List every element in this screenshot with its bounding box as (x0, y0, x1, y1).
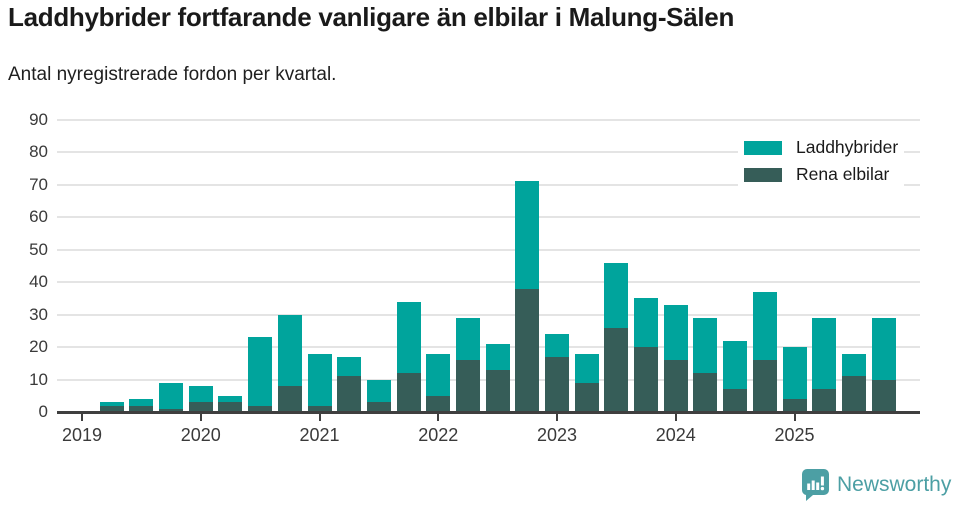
bar-segment-rena-elbilar (129, 405, 154, 412)
bar-segment-rena-elbilar (307, 405, 332, 412)
x-axis-label-2021: 2021 (299, 425, 340, 445)
x-axis-tick-2022 (437, 413, 440, 421)
bar-segment-rena-elbilar (693, 373, 718, 412)
bar-segment-rena-elbilar (455, 360, 480, 412)
bar-segment-rena-elbilar (871, 379, 896, 412)
bar-segment-rena-elbilar (426, 395, 451, 412)
bar-segment-laddhybrider (693, 317, 718, 373)
x-axis-label-2019: 2019 (61, 425, 103, 445)
bar-segment-laddhybrider (337, 356, 362, 377)
bar-segment-laddhybrider (752, 291, 777, 360)
legend-item-laddhybrider: Laddhybrider (744, 134, 898, 161)
bar-segment-rena-elbilar (752, 360, 777, 412)
x-axis-tick-2025 (793, 413, 796, 421)
bar-segment-laddhybrider (604, 262, 629, 328)
y-axis-label-20: 20 (29, 337, 48, 356)
y-axis-label-70: 70 (29, 174, 48, 194)
bar-segment-rena-elbilar (634, 347, 659, 412)
bar-segment-rena-elbilar (188, 402, 213, 412)
chart-legend: Laddhybrider Rena elbilar (738, 132, 905, 192)
bar-segment-laddhybrider (782, 347, 807, 399)
y-axis-label-80: 80 (29, 142, 48, 161)
bar-chart-speech-bubble-icon (802, 469, 829, 501)
x-axis-label-2024: 2024 (655, 425, 696, 445)
bar-segment-rena-elbilar (515, 288, 540, 412)
x-axis-label-2022: 2022 (418, 425, 459, 445)
bar-segment-laddhybrider (159, 382, 184, 409)
newsworthy-logo[interactable]: Newsworthy (802, 467, 951, 503)
bar-segment-rena-elbilar (337, 376, 362, 412)
y-axis-label-50: 50 (29, 239, 48, 259)
bar-segment-laddhybrider (545, 334, 569, 357)
bar-segment-laddhybrider (812, 317, 837, 390)
legend-label-rena-elbilar: Rena elbilar (796, 164, 890, 184)
y-axis-label-60: 60 (29, 207, 48, 226)
bar-segment-rena-elbilar (396, 373, 421, 412)
bar-segment-laddhybrider (871, 317, 896, 380)
bar-segment-laddhybrider (455, 317, 480, 360)
x-axis-tick-2019 (81, 413, 83, 421)
bar-segment-rena-elbilar (723, 389, 748, 412)
bar-segment-rena-elbilar (782, 399, 807, 412)
bar-segment-laddhybrider (841, 353, 866, 377)
y-axis-label-90: 90 (29, 109, 48, 129)
x-axis-tick-2020 (199, 413, 202, 421)
newsworthy-wordmark: Newsworthy (837, 473, 952, 496)
bar-segment-laddhybrider (485, 343, 510, 370)
x-axis-tick-2024 (674, 413, 677, 421)
bar-segment-laddhybrider (366, 379, 391, 403)
legend-swatch-laddhybrider (744, 140, 782, 155)
bar-segment-laddhybrider (515, 181, 540, 289)
bar-segment-rena-elbilar (277, 386, 302, 412)
bar-segment-laddhybrider (663, 304, 688, 360)
bar-segment-rena-elbilar (248, 405, 273, 412)
bar-segment-laddhybrider (99, 402, 124, 406)
bar-segment-laddhybrider (129, 399, 154, 406)
bar-segment-laddhybrider (574, 353, 599, 383)
y-axis-label-0: 0 (38, 402, 48, 421)
legend-label-laddhybrider: Laddhybrider (796, 137, 899, 157)
bar-segment-rena-elbilar (545, 356, 569, 412)
bar-segment-laddhybrider (307, 353, 332, 406)
gridline-y-60 (57, 216, 920, 218)
legend-swatch-rena-elbilar (744, 167, 782, 182)
x-axis-line (57, 410, 920, 414)
bar-segment-laddhybrider (723, 340, 748, 390)
bar-segment-rena-elbilar (366, 402, 391, 412)
gridline-y-50 (57, 248, 920, 251)
y-axis-label-10: 10 (29, 369, 48, 389)
bar-segment-rena-elbilar (99, 405, 124, 412)
gridline-y-90 (57, 118, 920, 121)
bar-segment-laddhybrider (188, 386, 213, 403)
bar-segment-rena-elbilar (218, 402, 243, 412)
bar-segment-rena-elbilar (574, 382, 599, 412)
bar-segment-rena-elbilar (604, 327, 629, 412)
x-axis-label-2020: 2020 (180, 425, 221, 445)
gridline-y-80 (57, 151, 920, 153)
bar-segment-laddhybrider (426, 353, 451, 396)
x-axis-label-2023: 2023 (536, 425, 578, 445)
chart-subtitle: Antal nyregistrerade fordon per kvartal. (8, 64, 337, 85)
bar-segment-rena-elbilar (663, 360, 688, 412)
bar-segment-laddhybrider (248, 337, 273, 406)
y-axis-label-40: 40 (29, 272, 48, 291)
bar-segment-rena-elbilar (841, 376, 866, 412)
legend-item-rena-elbilar: Rena elbilar (744, 161, 898, 188)
gridline-y-70 (57, 183, 920, 186)
gridline-y-30 (57, 313, 920, 316)
bar-segment-laddhybrider (218, 395, 243, 403)
bar-segment-rena-elbilar (485, 369, 510, 412)
y-axis-label-30: 30 (29, 304, 48, 324)
chart-title: Laddhybrider fortfarande vanligare än el… (8, 2, 735, 32)
x-axis-tick-2023 (556, 413, 558, 421)
gridline-y-40 (57, 281, 920, 283)
bar-segment-rena-elbilar (159, 408, 184, 412)
bar-segment-laddhybrider (634, 298, 659, 347)
x-axis-label-2025: 2025 (774, 425, 815, 445)
bar-segment-laddhybrider (396, 301, 421, 373)
x-axis-tick-2021 (318, 413, 321, 421)
bar-segment-rena-elbilar (812, 389, 837, 412)
bar-segment-laddhybrider (277, 314, 302, 386)
